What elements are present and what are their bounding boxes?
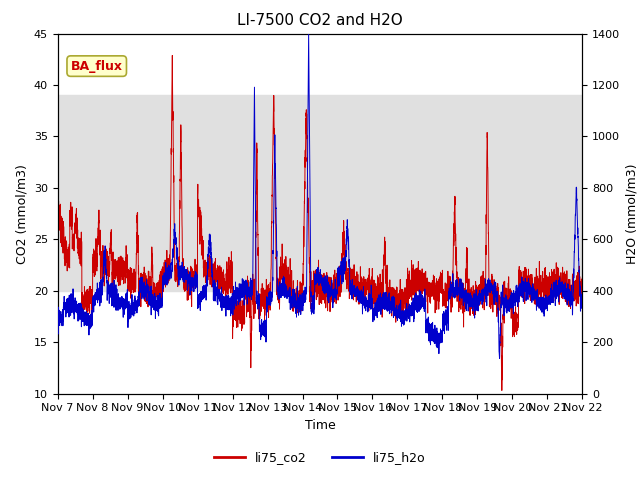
Bar (58, 96, 582, 291)
Title: LI-7500 CO2 and H2O: LI-7500 CO2 and H2O (237, 13, 403, 28)
Legend: li75_co2, li75_h2o: li75_co2, li75_h2o (209, 446, 431, 469)
Y-axis label: CO2 (mmol/m3): CO2 (mmol/m3) (15, 164, 28, 264)
X-axis label: Time: Time (305, 419, 335, 432)
Y-axis label: H2O (mmol/m3): H2O (mmol/m3) (626, 163, 639, 264)
Text: BA_flux: BA_flux (70, 60, 123, 72)
